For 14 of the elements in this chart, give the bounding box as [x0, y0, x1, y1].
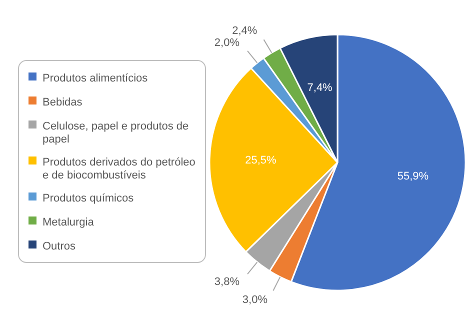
legend-label: Celulose, papel e produtos de papel: [42, 120, 189, 146]
data-label: 2,0%: [214, 36, 240, 49]
data-label: 25,5%: [245, 154, 277, 166]
data-label: 55,9%: [397, 170, 429, 183]
data-label: 3,8%: [214, 276, 240, 288]
data-label: 3,0%: [242, 294, 268, 306]
data-label: 7,4%: [307, 82, 333, 94]
legend-label: Metalurgia: [42, 216, 95, 228]
legend-label: Outros: [42, 240, 76, 252]
data-label: 2,4%: [232, 24, 258, 37]
legend-label: Produtos derivados do petróleo e de biocombustíveis: [42, 156, 196, 182]
legend-label: Produtos alimentícios: [42, 72, 148, 84]
legend-label: Produtos químicos: [42, 192, 134, 204]
legend-label: Bebidas: [42, 96, 83, 108]
